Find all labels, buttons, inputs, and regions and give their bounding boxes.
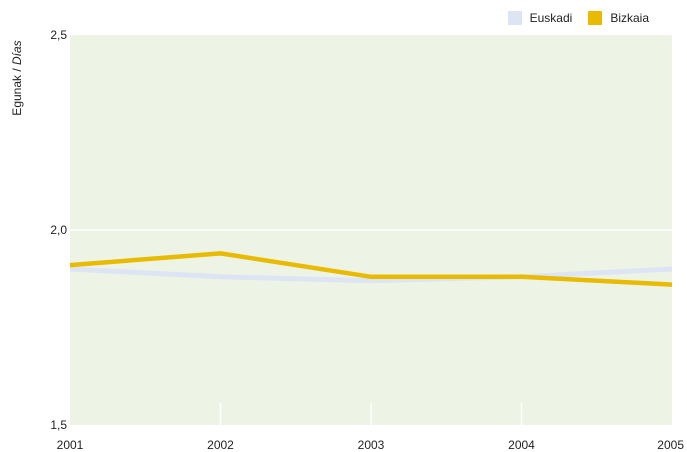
x-tick-label: 2003 bbox=[358, 438, 385, 452]
y-axis-label-main: Egunak / bbox=[10, 65, 24, 116]
y-tick-label: 1,5 bbox=[50, 418, 67, 432]
x-tick-label: 2002 bbox=[207, 438, 234, 452]
legend-label-euskadi: Euskadi bbox=[529, 11, 573, 25]
series-lines bbox=[69, 251, 673, 287]
x-tick-label: 2004 bbox=[508, 438, 535, 452]
x-tick-label: 2005 bbox=[657, 438, 684, 452]
y-axis-label: Egunak / Días bbox=[10, 40, 24, 115]
x-axis: 2001 2002 2003 2004 2005 bbox=[57, 438, 685, 452]
legend-item-euskadi: Euskadi bbox=[507, 11, 573, 25]
series-line-bizkaia bbox=[69, 251, 673, 287]
y-tick-label: 2,0 bbox=[50, 223, 67, 237]
legend-item-bizkaia: Bizkaia bbox=[588, 11, 649, 25]
series-line-euskadi bbox=[69, 266, 673, 284]
y-tick-label: 2,5 bbox=[50, 28, 67, 42]
x-tick-label: 2001 bbox=[57, 438, 84, 452]
grid bbox=[70, 229, 672, 425]
legend-swatch-bizkaia bbox=[588, 11, 603, 25]
y-axis: 1,5 2,0 2,5 bbox=[50, 28, 67, 432]
y-axis-label-italic: Días bbox=[10, 40, 24, 65]
legend-swatch-euskadi bbox=[507, 11, 522, 25]
legend-label-bizkaia: Bizkaia bbox=[610, 11, 649, 25]
legend: Euskadi Bizkaia bbox=[492, 11, 649, 25]
